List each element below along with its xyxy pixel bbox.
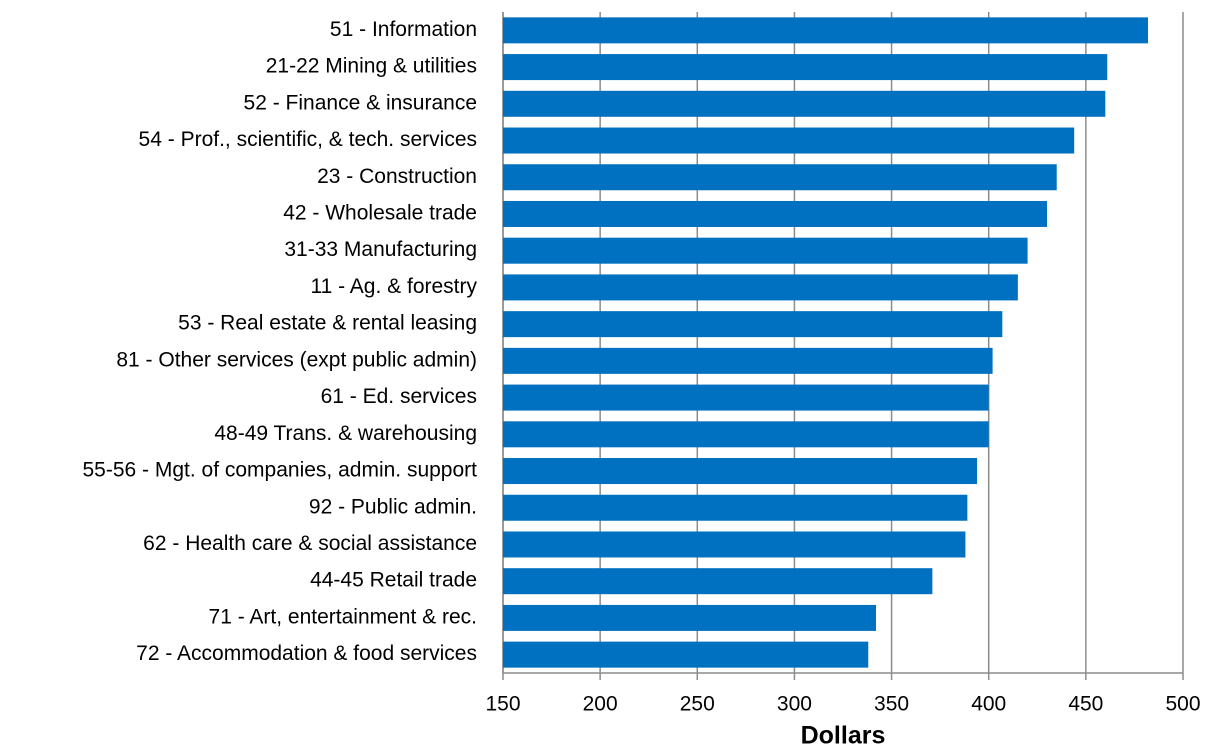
bar	[503, 17, 1149, 44]
bar	[503, 54, 1108, 81]
y-tick-label: 92 - Public admin.	[309, 495, 477, 518]
bar	[503, 274, 1018, 301]
y-tick-label: 52 - Finance & insurance	[244, 91, 477, 114]
bar	[503, 604, 877, 631]
y-tick-label: 44-45 Retail trade	[310, 569, 477, 592]
y-tick-label: 61 - Ed. services	[321, 385, 477, 408]
x-tick-label: 400	[971, 693, 1006, 716]
bar	[503, 568, 933, 595]
x-tick-label: 500	[1165, 693, 1200, 716]
x-tick-label: 250	[680, 693, 715, 716]
bar	[503, 127, 1075, 154]
x-tick-label: 300	[777, 693, 812, 716]
bar	[503, 200, 1047, 227]
y-tick-label: 51 - Information	[330, 18, 477, 41]
y-tick-label: 72 - Accommodation & food services	[136, 642, 477, 665]
bar	[503, 458, 978, 485]
y-tick-label: 62 - Health care & social assistance	[143, 532, 477, 555]
x-tick-label: 150	[485, 693, 520, 716]
x-tick-label: 350	[874, 693, 909, 716]
bar	[503, 421, 989, 448]
x-axis-label: Dollars	[801, 722, 886, 750]
y-tick-label: 55-56 - Mgt. of companies, admin. suppor…	[82, 459, 477, 482]
y-tick-label: 48-49 Trans. & warehousing	[214, 422, 477, 445]
bar	[503, 384, 989, 411]
y-tick-label: 42 - Wholesale trade	[283, 202, 477, 225]
bar	[503, 164, 1057, 191]
y-tick-label: 81 - Other services (expt public admin)	[116, 348, 477, 371]
bar	[503, 311, 1003, 338]
y-tick-label: 31-33 Manufacturing	[284, 238, 477, 261]
y-tick-label: 71 - Art, entertainment & rec.	[209, 605, 477, 628]
bar	[503, 531, 966, 558]
x-tick-label: 200	[583, 693, 618, 716]
bar	[503, 90, 1106, 117]
bar	[503, 494, 968, 521]
y-tick-label: 21-22 Mining & utilities	[266, 55, 477, 78]
x-tick-label: 450	[1068, 693, 1103, 716]
bar	[503, 237, 1028, 264]
bar	[503, 641, 869, 668]
y-tick-label: 54 - Prof., scientific, & tech. services	[139, 128, 477, 151]
bar	[503, 347, 993, 374]
y-tick-label: 11 - Ag. & forestry	[310, 275, 477, 298]
y-tick-label: 23 - Construction	[317, 165, 477, 188]
y-tick-label: 53 - Real estate & rental leasing	[178, 312, 477, 335]
